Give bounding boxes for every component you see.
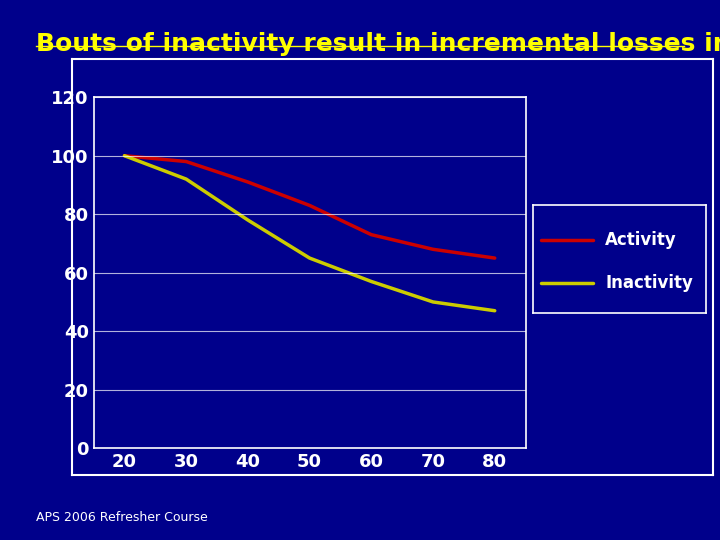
Text: Bouts of inactivity result in incremental losses in muscle: Bouts of inactivity result in incrementa… bbox=[36, 32, 720, 56]
Text: APS 2006 Refresher Course: APS 2006 Refresher Course bbox=[36, 511, 208, 524]
Text: Inactivity: Inactivity bbox=[606, 274, 693, 292]
Text: Activity: Activity bbox=[606, 231, 677, 249]
